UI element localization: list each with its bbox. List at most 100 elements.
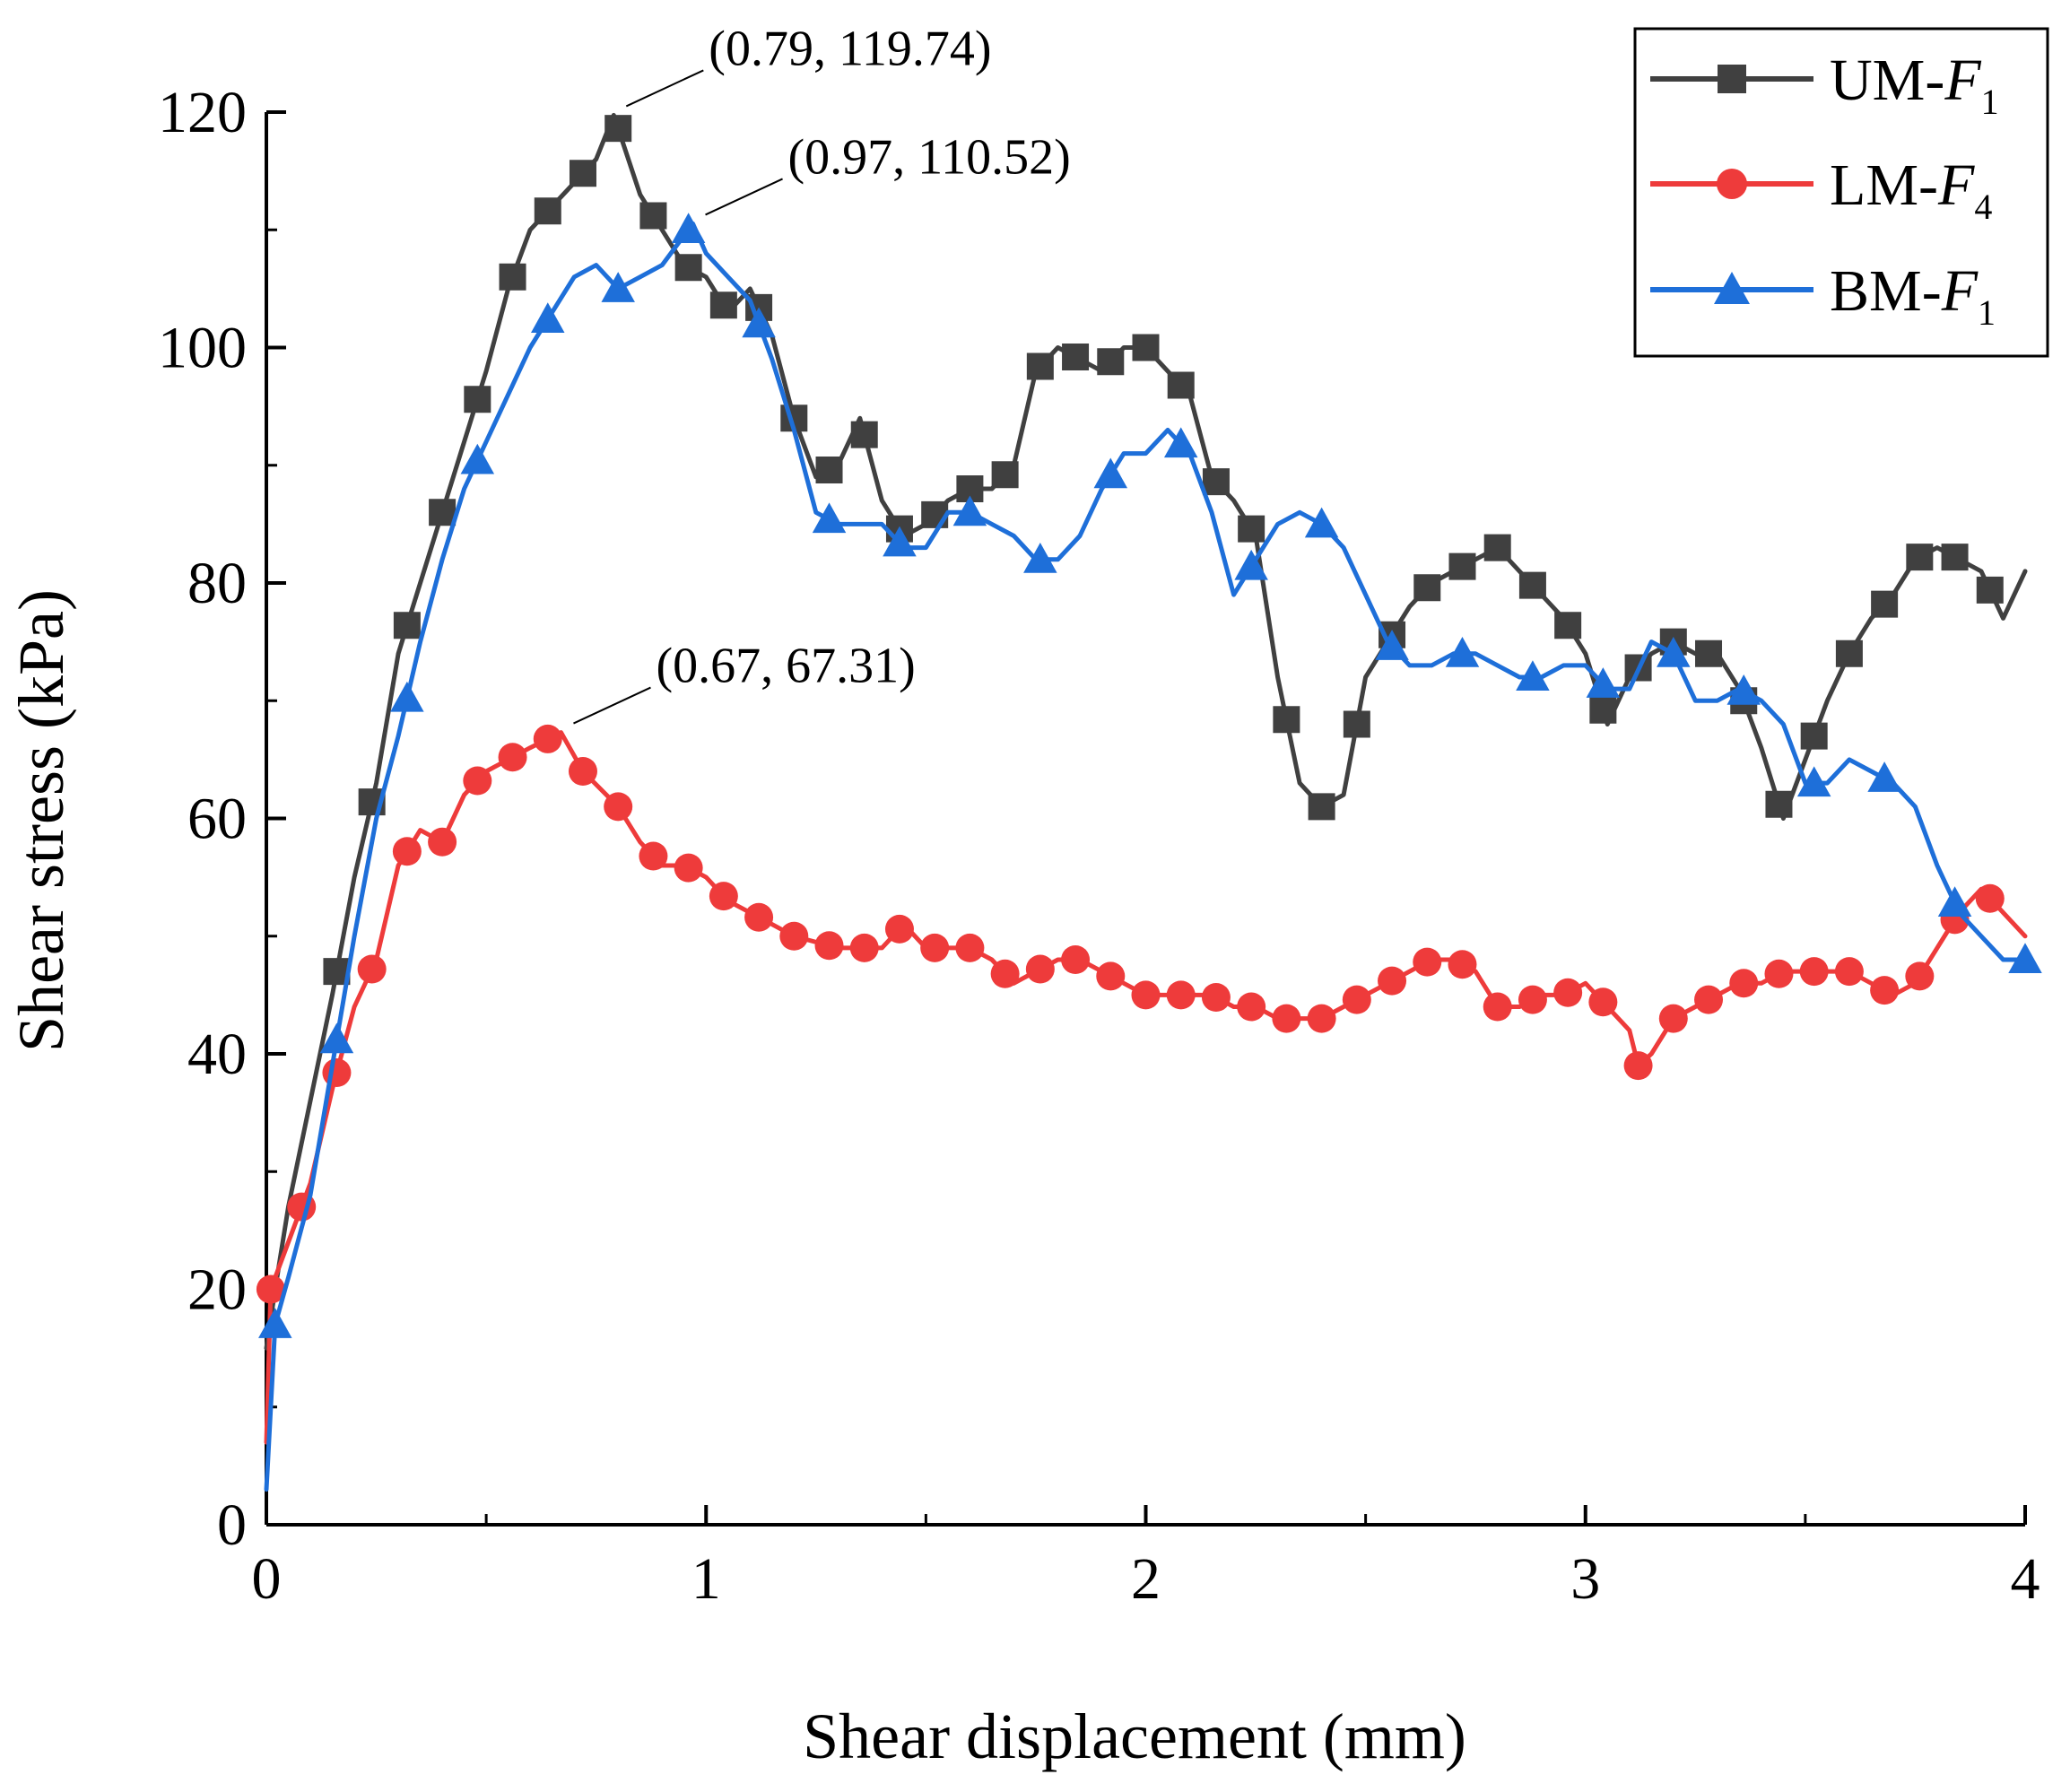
data-point-um-f1 xyxy=(1871,590,1899,618)
data-point-bm-f1 xyxy=(742,307,776,338)
legend-entry-lm-f4: LM-F4 xyxy=(1650,152,1992,227)
annotation-bm-f1: (0.97, 110.52) xyxy=(705,129,1071,216)
legend-box xyxy=(1633,27,2049,358)
data-point-um-f1 xyxy=(1062,344,1090,370)
legend-marker-shape-um-f1 xyxy=(1718,65,1746,93)
data-point-um-f1 xyxy=(569,160,596,187)
legend-marker-lm-f4 xyxy=(1717,169,1747,199)
data-point-bm-f1 xyxy=(812,502,847,534)
data-point-um-f1 xyxy=(1835,639,1863,667)
y-tick-label: 20 xyxy=(187,1257,247,1323)
data-point-lm-f4 xyxy=(1588,987,1618,1017)
data-point-um-f1 xyxy=(429,499,457,526)
data-point-bm-f1 xyxy=(1093,457,1128,489)
data-point-lm-f4 xyxy=(256,1274,285,1304)
data-point-lm-f4 xyxy=(1166,980,1196,1010)
data-point-um-f1 xyxy=(464,386,491,413)
data-point-um-f1 xyxy=(1273,706,1300,734)
series-line-bm-f1 xyxy=(264,221,2028,1492)
data-point-lm-f4 xyxy=(709,882,738,911)
data-point-lm-f4 xyxy=(1658,1004,1688,1033)
data-point-um-f1 xyxy=(921,500,949,528)
series-lm-f4 xyxy=(256,724,2028,1445)
data-point-lm-f4 xyxy=(1342,985,1371,1014)
data-point-lm-f4 xyxy=(604,792,633,822)
data-point-um-f1 xyxy=(815,457,843,483)
data-point-um-f1 xyxy=(991,461,1019,489)
y-tick-label: 100 xyxy=(158,316,247,381)
x-axis-title: Shear displacement (mm) xyxy=(803,1701,1466,1772)
data-point-um-f1 xyxy=(1554,612,1582,639)
data-point-lm-f4 xyxy=(814,931,844,961)
data-point-lm-f4 xyxy=(639,841,668,871)
data-point-bm-f1 xyxy=(601,272,635,302)
data-point-lm-f4 xyxy=(1870,976,1900,1005)
annotation-leader xyxy=(573,686,651,725)
data-point-um-f1 xyxy=(1800,722,1828,750)
data-point-um-f1 xyxy=(1589,696,1617,724)
data-point-um-f1 xyxy=(1518,571,1546,599)
data-point-lm-f4 xyxy=(357,954,387,984)
data-point-um-f1 xyxy=(1343,710,1370,738)
data-point-bm-f1 xyxy=(1304,507,1339,538)
data-point-um-f1 xyxy=(1976,576,2004,604)
data-point-lm-f4 xyxy=(1975,883,2005,913)
data-point-lm-f4 xyxy=(1553,978,1583,1007)
data-point-bm-f1 xyxy=(1023,543,1057,573)
data-point-lm-f4 xyxy=(1694,985,1724,1014)
data-point-bm-f1 xyxy=(1796,766,1831,797)
data-point-lm-f4 xyxy=(498,743,527,772)
data-point-lm-f4 xyxy=(1623,1051,1653,1081)
data-point-bm-f1 xyxy=(1657,637,1691,667)
series-bm-f1 xyxy=(258,213,2042,1492)
y-axis-title: Shear stress (kPa) xyxy=(5,589,77,1052)
data-point-lm-f4 xyxy=(1799,957,1829,987)
annotation-leader xyxy=(625,69,704,108)
data-point-lm-f4 xyxy=(1413,947,1442,977)
y-tick-label: 0 xyxy=(217,1492,247,1558)
data-point-lm-f4 xyxy=(1518,985,1547,1014)
data-point-bm-f1 xyxy=(1516,660,1550,691)
data-point-um-f1 xyxy=(709,291,737,319)
data-point-lm-f4 xyxy=(955,933,985,962)
data-point-bm-f1 xyxy=(1937,886,1972,917)
annotation-leader xyxy=(705,178,783,216)
data-point-bm-f1 xyxy=(531,302,565,333)
data-point-um-f1 xyxy=(1483,534,1511,561)
data-point-lm-f4 xyxy=(884,914,914,944)
data-point-lm-f4 xyxy=(1237,992,1266,1022)
data-point-lm-f4 xyxy=(1448,950,1477,979)
annotations: (0.79, 119.74) (0.97, 110.52) (0.67, 67.31… xyxy=(573,21,1071,725)
data-point-lm-f4 xyxy=(428,827,457,857)
x-tick-label: 0 xyxy=(252,1546,282,1612)
data-point-lm-f4 xyxy=(1131,980,1161,1010)
data-point-bm-f1 xyxy=(390,681,424,712)
y-tick-label: 40 xyxy=(187,1022,247,1087)
legend-marker-um-f1 xyxy=(1718,65,1746,93)
legend-label-um-f1: UM-F1 xyxy=(1830,48,1999,122)
plot-area xyxy=(256,112,2042,1492)
data-point-lm-f4 xyxy=(1061,945,1091,974)
data-point-um-f1 xyxy=(393,612,421,639)
data-point-um-f1 xyxy=(534,197,561,225)
data-point-bm-f1 xyxy=(1586,667,1621,698)
data-point-um-f1 xyxy=(499,263,526,291)
data-point-um-f1 xyxy=(1132,334,1160,361)
data-point-um-f1 xyxy=(1448,552,1476,580)
data-point-bm-f1 xyxy=(883,526,917,557)
legend: UM-F1 LM-F4 BM-F1 xyxy=(1633,27,2049,358)
x-tick-label: 1 xyxy=(691,1546,721,1612)
annotation-lm-f4: (0.67, 67.31) xyxy=(573,639,916,725)
legend-label-lm-f4: LM-F4 xyxy=(1830,152,1992,227)
legend-marker-bm-f1 xyxy=(1714,272,1750,304)
annotation-um-f1: (0.79, 119.74) xyxy=(625,21,992,108)
y-tick-label: 80 xyxy=(187,551,247,616)
data-point-um-f1 xyxy=(1413,574,1441,602)
data-point-lm-f4 xyxy=(392,837,422,866)
annotation-label: (0.97, 110.52) xyxy=(788,129,1071,185)
data-point-bm-f1 xyxy=(2008,943,2042,973)
y-tick-label: 60 xyxy=(187,787,247,852)
data-point-um-f1 xyxy=(1941,544,1969,571)
data-point-um-f1 xyxy=(639,202,667,230)
